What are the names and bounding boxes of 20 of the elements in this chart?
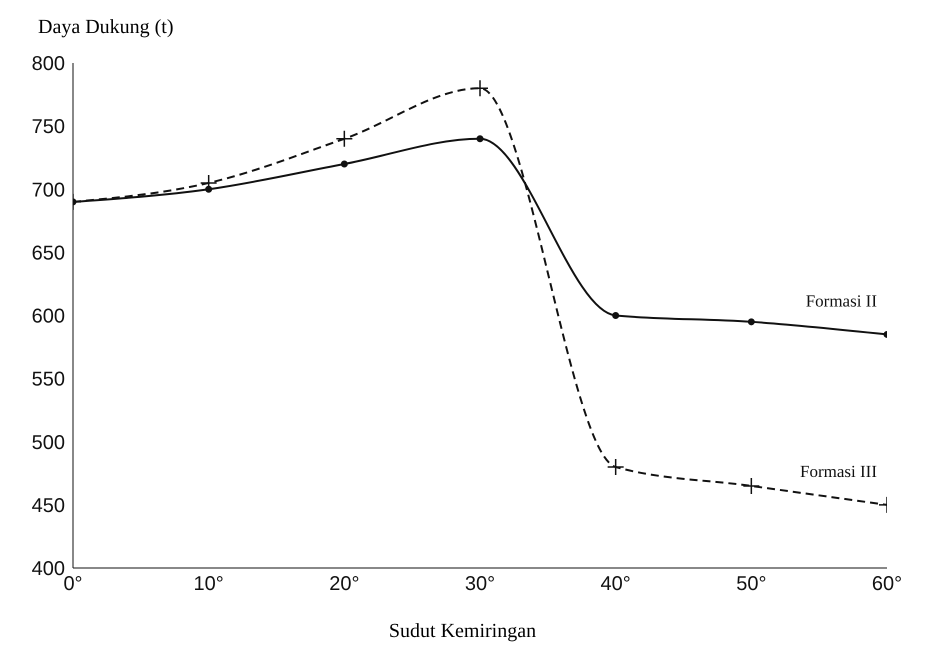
x-axis-title: Sudut Kemiringan <box>388 620 538 643</box>
y-tick-label: 700 <box>32 179 65 202</box>
y-tick-label: 650 <box>32 242 65 264</box>
x-tick-label: 0° <box>63 573 83 596</box>
x-tick-label: 20° <box>329 573 360 596</box>
x-tick-label: 50° <box>736 573 766 596</box>
y-tick-label: 400 <box>32 558 65 580</box>
y-tick-label: 750 <box>32 116 65 138</box>
x-tick-label: 40° <box>600 573 631 596</box>
y-tick-label: 550 <box>32 368 65 391</box>
series-label: Formasi II <box>806 291 878 310</box>
y-tick-label: 450 <box>32 494 65 517</box>
x-tick-label: 30° <box>464 573 496 596</box>
y-axis-title: Daya Dukung (t) <box>38 16 174 39</box>
x-tick-label: 10° <box>194 573 224 596</box>
y-tick-label: 500 <box>32 432 65 454</box>
x-tick-label: 60° <box>872 573 902 596</box>
y-tick-label: 600 <box>32 306 65 328</box>
y-tick-label: 800 <box>32 53 65 76</box>
series-label: Formasi III <box>800 462 878 481</box>
